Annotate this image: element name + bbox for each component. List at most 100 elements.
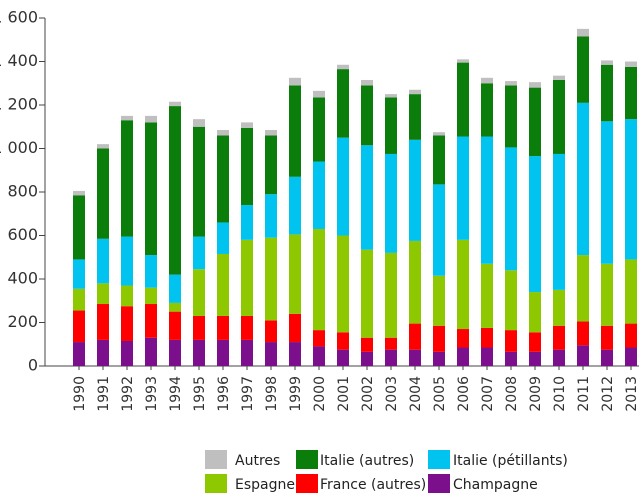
bar-segment: [481, 83, 493, 137]
x-tick-label: 1999: [288, 376, 304, 412]
bar-segment: [145, 304, 157, 338]
bar-segment: [169, 101, 181, 107]
legend-swatch: [296, 474, 318, 493]
y-tick-label: 1 600: [0, 8, 38, 27]
bar-segment: [217, 135, 229, 223]
bar-segment: [553, 325, 565, 350]
bar-segment: [121, 115, 133, 121]
bar-segment: [433, 351, 445, 366]
bar-segment: [241, 122, 253, 128]
bar-segment: [577, 255, 589, 322]
bar-segment: [409, 89, 421, 95]
bar-segment: [553, 75, 565, 80]
bar-segment: [145, 122, 157, 256]
bar-segment: [169, 339, 181, 366]
bar-segment: [121, 306, 133, 341]
bar-segment: [385, 349, 397, 366]
bar-segment: [385, 94, 397, 98]
bar-segment: [97, 238, 109, 284]
bar-segment: [289, 85, 301, 177]
bar-segment: [337, 349, 349, 366]
bar-segment: [625, 61, 637, 67]
bar-segment: [313, 330, 325, 347]
bar-segment: [265, 237, 277, 321]
y-tick-label: 0: [28, 356, 38, 375]
x-tick-label: 1994: [168, 376, 184, 412]
bar-segment: [553, 153, 565, 290]
bar-segment: [601, 121, 613, 264]
bar-segment: [97, 283, 109, 305]
x-tick-label: 2013: [624, 376, 639, 412]
bar-segment: [289, 342, 301, 366]
bar-segment: [97, 148, 109, 239]
bar-segment: [625, 66, 637, 120]
bar-segment: [217, 222, 229, 254]
x-tick-label: 2006: [456, 376, 472, 412]
bar-segment: [385, 337, 397, 350]
bar-segment: [457, 136, 469, 240]
bar-segment: [145, 115, 157, 123]
bar-segment: [553, 79, 565, 154]
bar-segment: [601, 60, 613, 65]
legend-label: Italie (autres): [320, 453, 414, 469]
legend-swatch: [428, 450, 450, 469]
legend-label: Champagne: [453, 477, 538, 493]
bar-segment: [553, 289, 565, 326]
x-tick-label: 2003: [384, 376, 400, 412]
bar-segment: [457, 239, 469, 330]
bar-segment: [433, 132, 445, 136]
x-tick-label: 1993: [144, 376, 160, 412]
bar-segment: [265, 135, 277, 195]
bar-segment: [337, 69, 349, 138]
bar-segment: [313, 228, 325, 331]
bar-segment: [97, 304, 109, 340]
y-tick-label: 800: [7, 182, 38, 201]
bar-segment: [409, 94, 421, 140]
bar-segment: [193, 119, 205, 127]
bar-segment: [409, 323, 421, 350]
bar-segment: [361, 145, 373, 250]
bar-segment: [529, 82, 541, 88]
bar-segment: [361, 351, 373, 366]
bar-segment: [217, 130, 229, 136]
bar-segment: [169, 106, 181, 275]
bar-segment: [577, 36, 589, 103]
bar-segment: [121, 285, 133, 307]
bar-segment: [529, 351, 541, 366]
bar-segment: [121, 120, 133, 237]
bar-segment: [73, 342, 85, 366]
bar-segment: [97, 339, 109, 366]
bar-segment: [73, 310, 85, 343]
bar-segment: [481, 136, 493, 264]
x-tick-label: 2009: [528, 376, 544, 412]
bar-segment: [409, 139, 421, 241]
bar-segment: [505, 81, 517, 86]
bar-segment: [169, 302, 181, 312]
y-tick-label: 200: [7, 312, 38, 331]
x-tick-label: 1990: [72, 376, 88, 412]
bar-segment: [457, 329, 469, 348]
bar-segment: [217, 339, 229, 366]
x-tick-label: 2001: [336, 376, 352, 412]
bar-segment: [625, 119, 637, 260]
bar-segment: [433, 325, 445, 352]
bar-segment: [409, 349, 421, 366]
bar-segment: [553, 349, 565, 366]
bar-segment: [433, 184, 445, 276]
bar-segment: [289, 176, 301, 235]
bar-segment: [337, 137, 349, 236]
bar-segment: [169, 311, 181, 340]
bar-segment: [601, 64, 613, 122]
x-tick-label: 2012: [600, 376, 616, 412]
x-tick-label: 2010: [552, 376, 568, 412]
bar-segment: [145, 287, 157, 305]
x-tick-label: 2008: [504, 376, 520, 412]
bar-segment: [601, 349, 613, 366]
x-tick-label: 1996: [216, 376, 232, 412]
bar-segment: [505, 147, 517, 271]
bar-segment: [361, 79, 373, 86]
bar-segment: [145, 255, 157, 288]
y-tick-label: 1 400: [0, 51, 38, 70]
legend-swatch: [428, 474, 450, 493]
bar-segment: [577, 321, 589, 346]
